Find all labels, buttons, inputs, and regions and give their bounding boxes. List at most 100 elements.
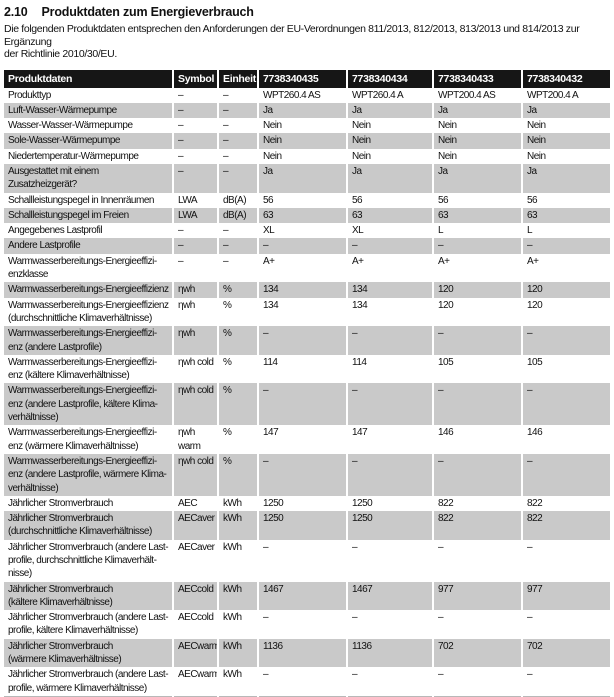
row-symbol: ηwh warm [173, 425, 219, 454]
row-unit: % [218, 297, 259, 327]
row-symbol: AECcold [173, 581, 219, 611]
row-value-model-2: 114 [347, 354, 434, 384]
table-row: Warmwasserbereitungs-Energieeffizienz ηw… [4, 282, 610, 298]
row-value-model-4: – [522, 453, 610, 496]
row-symbol: – [173, 102, 219, 119]
row-value-model-3: 63 [433, 207, 523, 224]
row-unit: – [218, 163, 259, 193]
row-value-model-4: A+ [527, 255, 539, 267]
row-value-model-4: – [522, 383, 610, 426]
row-value-model-1: Nein [258, 133, 348, 149]
row-unit: % [218, 425, 259, 454]
row-unit: % [218, 326, 259, 355]
row-symbol: ηwh cold [173, 354, 219, 384]
row-unit: % [218, 453, 259, 496]
row-label: Warmwasserbereitungs-Energieeffizi- enz … [4, 453, 174, 496]
row-value-model-3: 120 [433, 297, 523, 327]
row-unit: dB(A) [218, 207, 259, 224]
row-value-model-4: – [522, 667, 610, 697]
row-value-model-2: 1467 [347, 581, 434, 611]
row-unit: – [218, 238, 259, 254]
row-value-model-1: Nein [258, 148, 348, 164]
row-value-model-4: – [527, 612, 533, 624]
row-label: Schallleistungspegel in Innenräumen [4, 192, 174, 208]
row-value-model-3: Nein [433, 133, 523, 149]
row-value-model-1: 147 [258, 425, 348, 454]
row-value-model-2: – [347, 667, 434, 697]
row-label: Warmwasserbereitungs-Energieeffizi- enz … [4, 326, 174, 355]
row-value-model-3: – [433, 238, 523, 254]
row-unit: – [218, 87, 259, 103]
table-row: Luft-Wasser-Wärmepumpe – – Ja Ja Ja Ja [4, 102, 610, 119]
row-unit: kWh [218, 638, 259, 668]
row-label: Niedertemperatur-Wärmepumpe [4, 148, 174, 164]
row-value-model-1: – [258, 383, 348, 426]
row-value-model-1: – [258, 610, 348, 639]
row-symbol: LWA [173, 192, 219, 208]
row-symbol: – [173, 148, 219, 164]
row-unit: % [218, 282, 259, 298]
row-label: Warmwasserbereitungs-Energieeffizi- enz … [4, 354, 174, 384]
row-value-model-3: – [433, 326, 523, 355]
row-value-model-1: Ja [258, 163, 348, 193]
row-symbol: ηwh [173, 297, 219, 327]
row-value-model-2: – [347, 238, 434, 254]
row-value-model-3: Ja [433, 102, 523, 119]
row-value-model-4: 63 [522, 207, 610, 224]
row-value-model-3: – [433, 667, 523, 697]
row-value-model-3: Ja [433, 163, 523, 193]
row-value-model-1: Nein [258, 118, 348, 134]
table-row: Schallleistungspegel im Freien LWA dB(A)… [4, 207, 610, 224]
table-row: Jährlicher Stromverbrauch (kältere Klima… [4, 581, 610, 611]
row-symbol: – [173, 163, 219, 193]
row-value-model-4: 120 [522, 282, 610, 298]
row-value-model-1: – [258, 667, 348, 697]
row-value-model-1: 1250 [258, 495, 348, 512]
row-value-model-1: 114 [258, 354, 348, 384]
row-value-model-2: – [347, 610, 434, 639]
row-label: Sole-Wasser-Wärmepumpe [4, 133, 174, 149]
row-value-model-3: 56 [433, 192, 523, 208]
table-row: Jährlicher Stromverbrauch (andere Last- … [4, 539, 610, 582]
row-unit: kWh [218, 667, 259, 697]
row-label: Warmwasserbereitungs-Energieeffizi- enz … [4, 425, 174, 454]
row-symbol: AECaver [173, 511, 219, 540]
row-unit: kWh [218, 495, 259, 512]
row-label: Jährlicher Stromverbrauch (andere Last- … [4, 667, 174, 697]
row-value-model-2: Nein [347, 118, 434, 134]
row-value-model-2: – [347, 453, 434, 496]
row-value-model-4: 702 [522, 638, 610, 668]
row-symbol: – [173, 238, 219, 254]
row-unit: dB(A) [218, 192, 259, 208]
table-row: Warmwasserbereitungs-Energieeffizi- enz … [4, 425, 610, 454]
row-unit: – [218, 118, 259, 134]
row-symbol: ηwh [173, 326, 219, 355]
row-value-model-1: WPT260.4 AS [258, 87, 348, 103]
row-label: Jährlicher Stromverbrauch (kältere Klima… [4, 581, 174, 611]
row-value-model-2: 134 [347, 297, 434, 327]
row-value-model-3: 146 [433, 425, 523, 454]
row-value-model-4: WPT200.4 A [527, 89, 579, 101]
row-label: Warmwasserbereitungs-Energieeffizi- enz … [4, 383, 174, 426]
table-row: Warmwasserbereitungs-Energieeffizi- enzk… [4, 253, 610, 283]
row-value-model-2: 147 [347, 425, 434, 454]
row-value-model-3: Nein [433, 118, 523, 134]
table-header-row: Produktdaten Symbol Einheit 7738340435 7… [4, 69, 610, 88]
row-symbol: ηwh cold [173, 383, 219, 426]
row-value-model-3: L [433, 223, 523, 239]
row-value-model-3: 822 [433, 495, 523, 512]
row-value-model-2: – [347, 539, 434, 582]
col-header-symbol: Symbol [173, 69, 219, 88]
row-value-model-2: WPT260.4 A [347, 87, 434, 103]
product-data-table: Produktdaten Symbol Einheit 7738340435 7… [4, 69, 610, 697]
col-header-model-1: 7738340435 [258, 69, 348, 88]
row-value-model-2: Nein [347, 133, 434, 149]
row-value-model-1: – [258, 453, 348, 496]
table-row: Warmwasserbereitungs-Energieeffizi- enz … [4, 453, 610, 496]
row-value-model-1: 134 [258, 297, 348, 327]
row-value-model-3: 977 [433, 581, 523, 611]
row-value-model-1: A+ [258, 253, 348, 283]
row-label: Jährlicher Stromverbrauch [4, 495, 174, 512]
row-value-model-2: Nein [347, 148, 434, 164]
